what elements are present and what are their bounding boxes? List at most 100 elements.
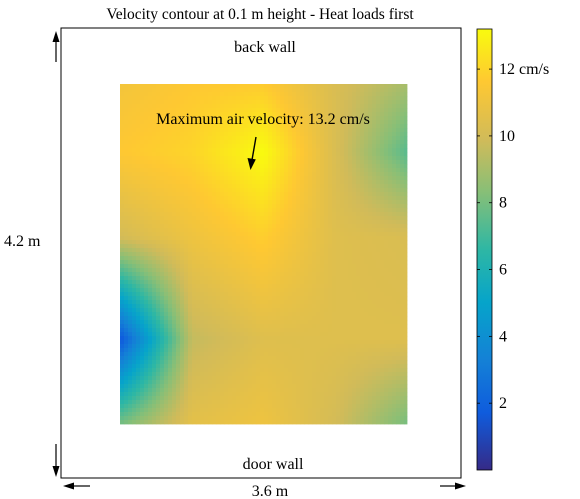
heatmap-cell: [120, 352, 125, 357]
heatmap-cell: [136, 152, 141, 157]
heatmap-cell: [404, 300, 408, 305]
heatmap-cell: [240, 224, 245, 229]
heatmap-cell: [396, 100, 401, 105]
heatmap-cell: [200, 188, 205, 193]
heatmap-cell: [240, 300, 245, 305]
heatmap-cell: [152, 192, 157, 197]
heatmap-cell: [196, 228, 201, 233]
heatmap-cell: [244, 200, 249, 205]
heatmap-cell: [280, 144, 285, 149]
heatmap-cell: [248, 328, 253, 333]
heatmap-cell: [244, 84, 249, 89]
heatmap-cell: [292, 140, 297, 145]
heatmap-cell: [264, 124, 269, 129]
heatmap-cell: [400, 280, 405, 285]
heatmap-cell: [220, 328, 225, 333]
heatmap-cell: [164, 268, 169, 273]
heatmap-cell: [324, 288, 329, 293]
heatmap-cell: [260, 348, 265, 353]
heatmap-cell: [236, 236, 241, 241]
heatmap-cell: [336, 312, 341, 317]
heatmap-cell: [360, 264, 365, 269]
heatmap-cell: [176, 312, 181, 317]
heatmap-cell: [404, 184, 408, 189]
heatmap-cell: [356, 264, 361, 269]
heatmap-cell: [264, 160, 269, 165]
heatmap-cell: [288, 120, 293, 125]
heatmap-cell: [244, 120, 249, 125]
heatmap-cell: [392, 344, 397, 349]
heatmap-cell: [280, 352, 285, 357]
heatmap-cell: [340, 268, 345, 273]
heatmap-cell: [236, 248, 241, 253]
heatmap-cell: [376, 100, 381, 105]
heatmap-cell: [356, 336, 361, 341]
heatmap-cell: [132, 272, 137, 277]
heatmap-cell: [304, 248, 309, 253]
heatmap-cell: [240, 120, 245, 125]
heatmap-cell: [284, 132, 289, 137]
heatmap-cell: [316, 212, 321, 217]
heatmap-cell: [316, 344, 321, 349]
heatmap-cell: [156, 216, 161, 221]
heatmap-cell: [268, 120, 273, 125]
heatmap-cell: [152, 340, 157, 345]
heatmap-cell: [304, 160, 309, 165]
heatmap-cell: [324, 96, 329, 101]
heatmap-cell: [184, 236, 189, 241]
heatmap-cell: [380, 164, 385, 169]
heatmap-cell: [308, 188, 313, 193]
heatmap-cell: [240, 340, 245, 345]
heatmap-cell: [256, 340, 261, 345]
heatmap-cell: [140, 164, 145, 169]
heatmap-cell: [208, 264, 213, 269]
heatmap-cell: [144, 296, 149, 301]
heatmap-cell: [296, 196, 301, 201]
heatmap-cell: [224, 280, 229, 285]
heatmap-cell: [316, 296, 321, 301]
heatmap-cell: [132, 280, 137, 285]
heatmap-cell: [360, 228, 365, 233]
heatmap-cell: [272, 212, 277, 217]
heatmap-cell: [232, 132, 237, 137]
heatmap-cell: [252, 244, 257, 249]
heatmap-cell: [236, 316, 241, 321]
heatmap-cell: [336, 168, 341, 173]
heatmap-cell: [128, 136, 133, 141]
heatmap-cell: [180, 152, 185, 157]
heatmap-cell: [264, 356, 269, 361]
heatmap-cell: [164, 172, 169, 177]
heatmap-cell: [172, 160, 177, 165]
heatmap-cell: [396, 176, 401, 181]
heatmap-cell: [120, 196, 125, 201]
heatmap-cell: [376, 108, 381, 113]
heatmap-cell: [356, 164, 361, 169]
heatmap-cell: [320, 292, 325, 297]
heatmap-cell: [380, 148, 385, 153]
heatmap-cell: [368, 172, 373, 177]
heatmap-cell: [236, 132, 241, 137]
heatmap-cell: [284, 184, 289, 189]
heatmap-cell: [340, 204, 345, 209]
heatmap-cell: [140, 300, 145, 305]
heatmap-cell: [312, 100, 317, 105]
heatmap-cell: [232, 344, 237, 349]
heatmap-cell: [312, 136, 317, 141]
heatmap-cell: [392, 220, 397, 225]
heatmap-cell: [224, 160, 229, 165]
heatmap-cell: [156, 192, 161, 197]
heatmap-cell: [308, 264, 313, 269]
heatmap-cell: [244, 236, 249, 241]
heatmap-cell: [380, 288, 385, 293]
heatmap-cell: [164, 144, 169, 149]
heatmap-cell: [372, 308, 377, 313]
heatmap-cell: [272, 156, 277, 161]
heatmap-cell: [404, 288, 408, 293]
heatmap-cell: [276, 220, 281, 225]
heatmap-cell: [124, 136, 129, 141]
heatmap-cell: [224, 240, 229, 245]
heatmap-cell: [220, 220, 225, 225]
heatmap-cell: [276, 200, 281, 205]
heatmap-cell: [228, 264, 233, 269]
heatmap-cell: [396, 324, 401, 329]
